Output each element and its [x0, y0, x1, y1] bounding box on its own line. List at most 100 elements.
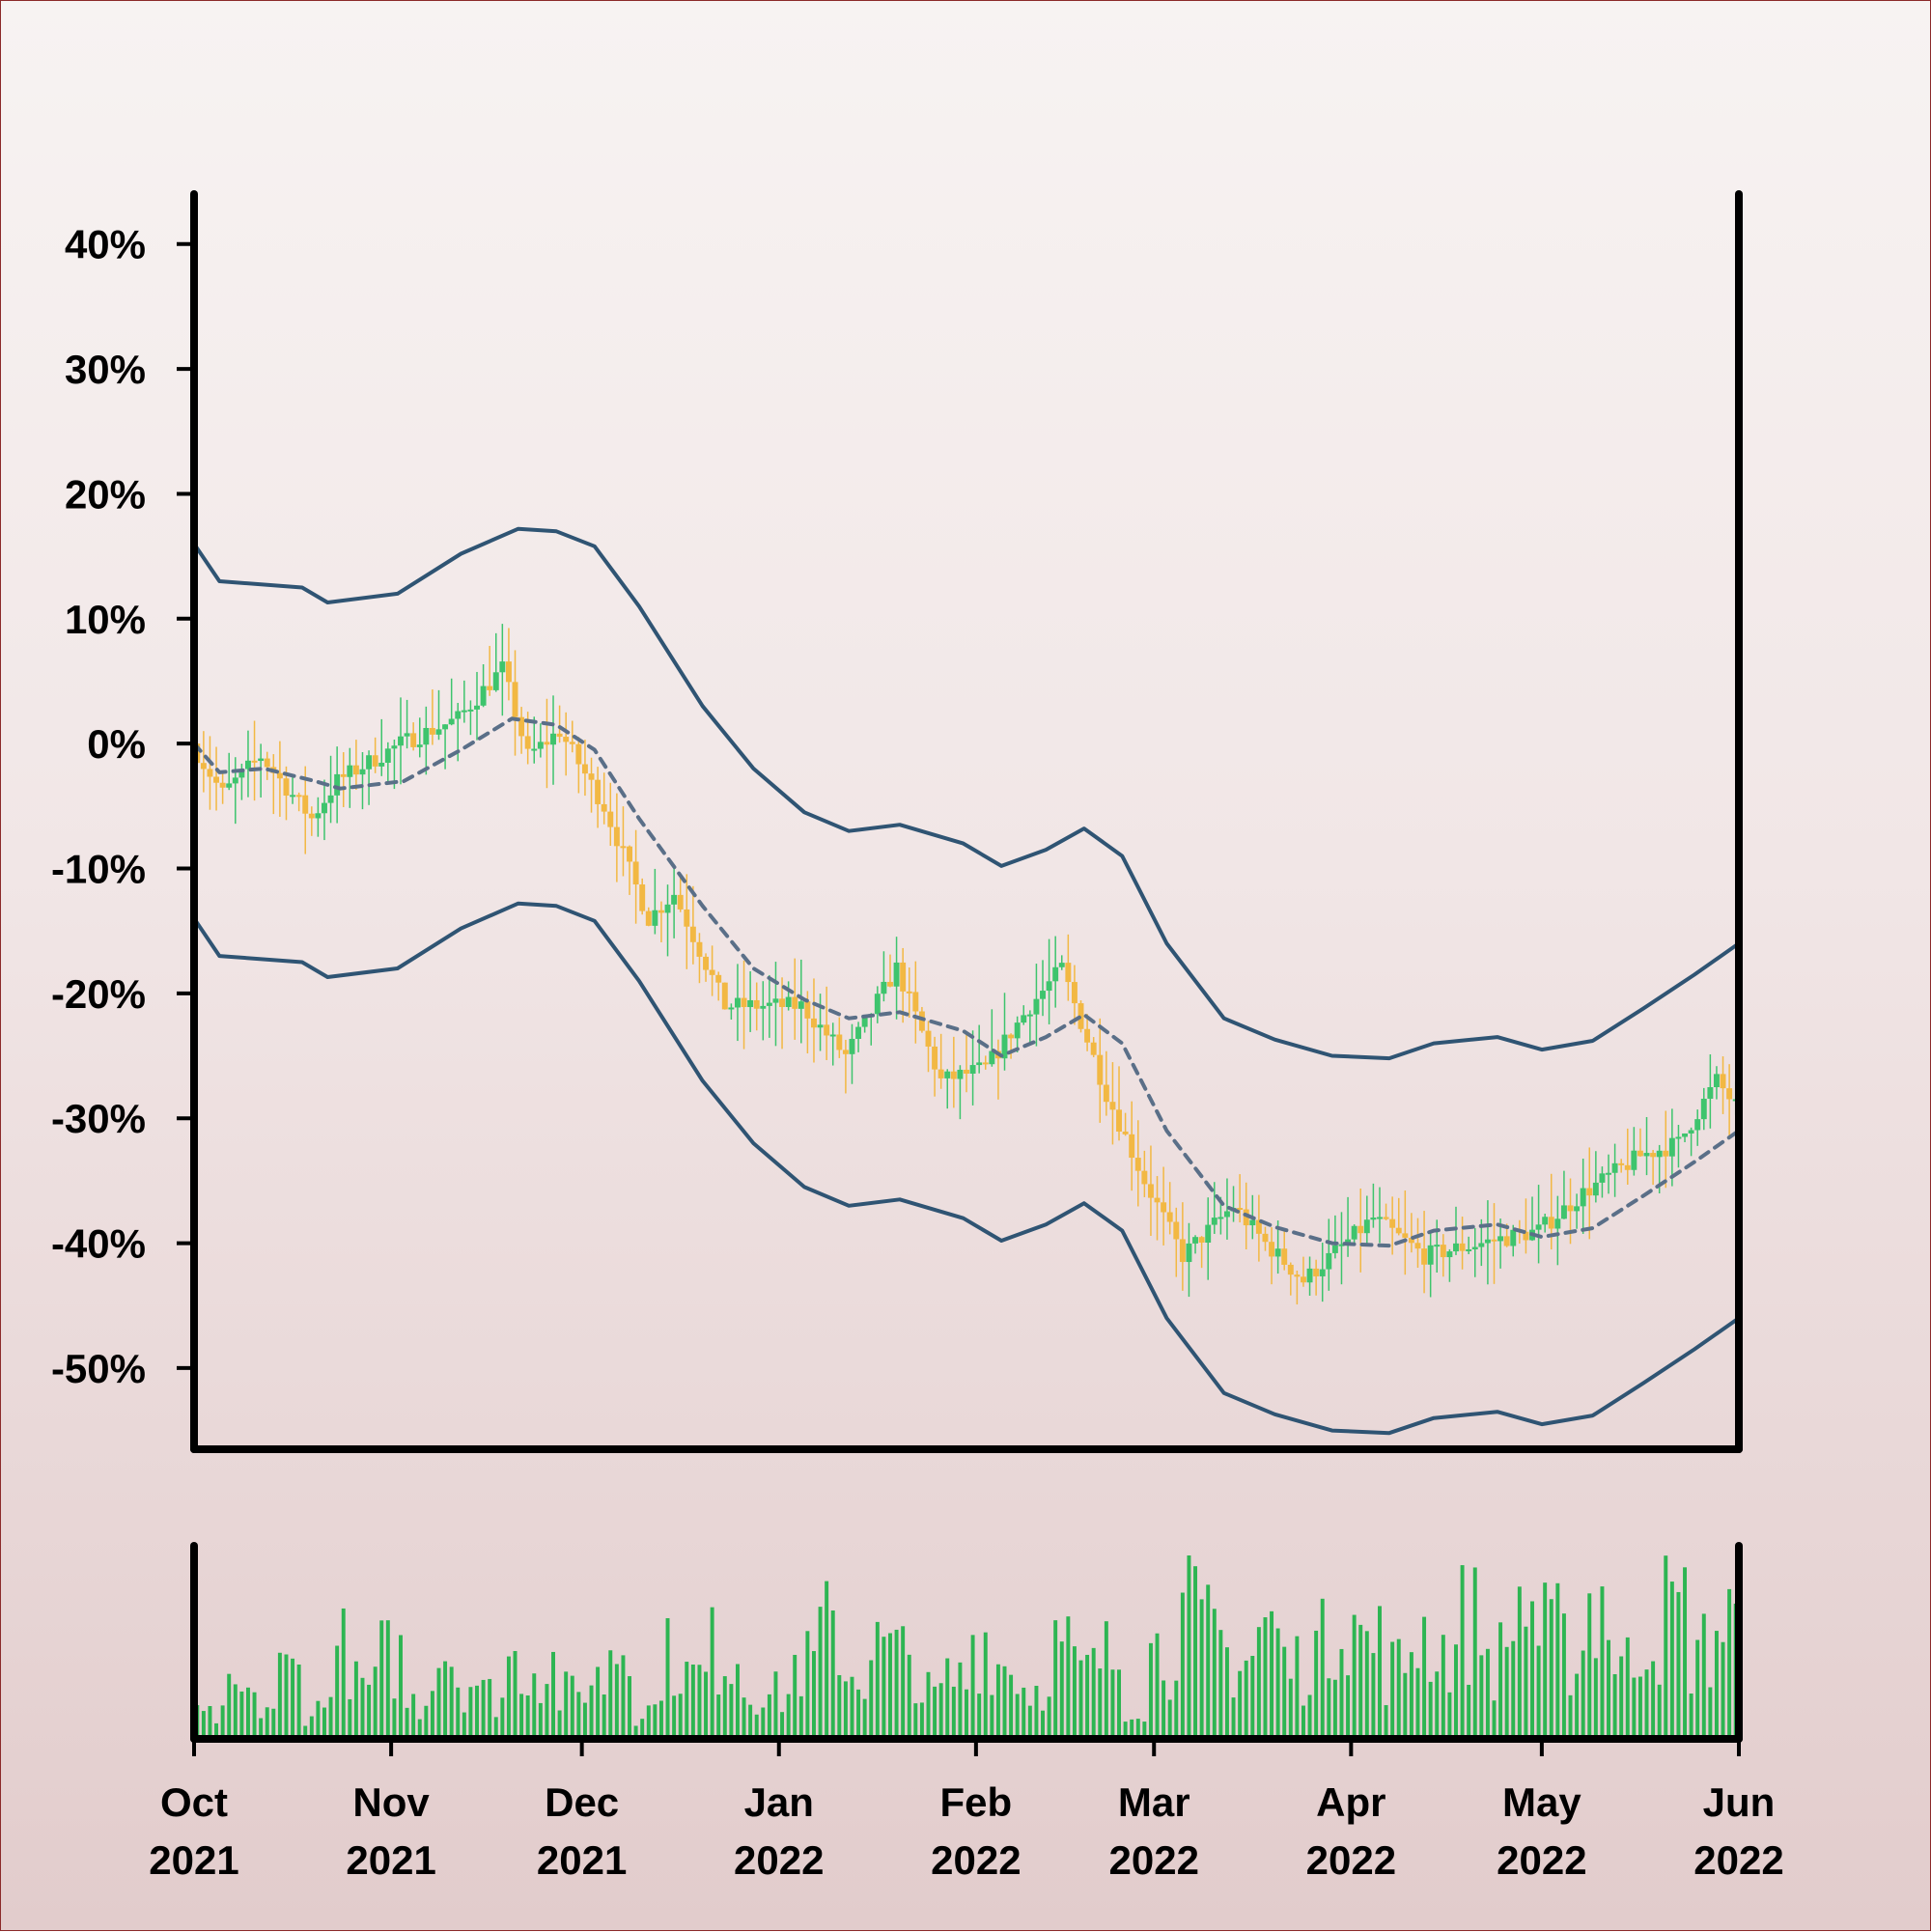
y-tick-label: 30%	[65, 347, 146, 392]
volume-bar	[1428, 1681, 1433, 1739]
volume-bar	[405, 1707, 409, 1739]
volume-bar	[767, 1694, 771, 1739]
volume-bar	[621, 1655, 626, 1739]
candle-body	[741, 997, 747, 1008]
candle-body	[556, 733, 563, 738]
volume-bar	[1180, 1592, 1185, 1739]
candle-body	[391, 745, 398, 749]
volume-bar	[1301, 1705, 1305, 1739]
candle-body	[957, 1069, 964, 1079]
volume-bar	[1727, 1588, 1732, 1739]
x-tick-month-label: Apr	[1316, 1779, 1385, 1825]
volume-bar	[1619, 1656, 1624, 1739]
candle-body	[1255, 1219, 1262, 1234]
candle-body	[601, 803, 607, 812]
volume-bar	[1053, 1620, 1058, 1739]
candle-body	[1173, 1221, 1180, 1240]
volume-bar	[1524, 1626, 1528, 1739]
candle-body	[824, 1024, 830, 1036]
candle-body	[359, 769, 366, 775]
candle-body	[1720, 1074, 1726, 1089]
candle-body	[1161, 1202, 1167, 1213]
volume-bar	[780, 1712, 785, 1739]
candle-body	[1503, 1236, 1510, 1246]
volume-bar	[1479, 1655, 1484, 1739]
x-tick-month-label: May	[1502, 1779, 1581, 1825]
volume-bar	[1664, 1555, 1668, 1739]
candle-body	[1033, 998, 1040, 1015]
volume-bar	[468, 1687, 473, 1739]
candle-body	[518, 716, 525, 737]
candle-body	[1008, 1034, 1015, 1039]
volume-bar	[271, 1708, 276, 1739]
candle-body	[881, 981, 887, 994]
y-tick-label: -10%	[51, 847, 146, 892]
volume-bar	[945, 1658, 950, 1739]
candle-body	[1688, 1130, 1694, 1134]
x-tick-month-label: Oct	[160, 1779, 228, 1825]
candle-body	[378, 762, 385, 767]
candle-body	[632, 861, 639, 885]
volume-bar	[1288, 1678, 1293, 1739]
candle-body	[735, 997, 741, 1008]
volume-bar	[430, 1691, 434, 1739]
volume-bar	[1467, 1684, 1471, 1739]
candle-body	[1058, 963, 1065, 967]
candle-body	[1134, 1158, 1141, 1171]
volume-bar	[742, 1697, 746, 1739]
volume-bar	[392, 1698, 397, 1739]
x-tick-year-label: 2021	[537, 1837, 627, 1883]
volume-bar	[1117, 1669, 1121, 1739]
volume-bar	[672, 1695, 677, 1739]
candle-body	[1077, 1003, 1084, 1029]
candle-body	[842, 1050, 849, 1054]
volume-bar	[1332, 1679, 1337, 1739]
volume-bar	[1454, 1644, 1458, 1739]
candle-body	[347, 765, 353, 777]
volume-bar	[965, 1689, 968, 1739]
candle-body	[1192, 1237, 1198, 1244]
volume-bar	[1072, 1646, 1077, 1739]
candle-body	[964, 1069, 969, 1074]
candle-body	[645, 910, 652, 926]
volume-bar	[1378, 1606, 1382, 1739]
volume-bar	[1314, 1630, 1319, 1739]
candle-body	[607, 811, 614, 827]
candle-body	[747, 999, 754, 1008]
volume-bar	[227, 1673, 232, 1739]
volume-bar	[1721, 1641, 1725, 1739]
x-tick-month-label: Jan	[744, 1779, 814, 1825]
volume-bar	[570, 1675, 574, 1739]
candle-body	[982, 1062, 989, 1065]
y-tick-label: 20%	[65, 471, 146, 517]
candle-body	[1357, 1225, 1364, 1234]
volume-bar	[1593, 1658, 1598, 1739]
volume-bar	[1218, 1630, 1223, 1739]
candle-body	[772, 998, 779, 1003]
volume-bar	[1568, 1694, 1573, 1739]
candle-body	[779, 998, 786, 1007]
candle-body	[696, 941, 703, 957]
candle-body	[874, 994, 881, 1015]
candle-body	[352, 765, 359, 775]
volume-bar	[1549, 1599, 1553, 1739]
candle-body	[302, 795, 309, 814]
volume-bar	[1644, 1669, 1649, 1739]
candle-body	[1370, 1218, 1377, 1220]
candle-body	[1682, 1133, 1688, 1137]
volume-bar	[1561, 1613, 1566, 1739]
volume-bar	[1187, 1555, 1191, 1739]
candle-body	[613, 826, 620, 847]
candle-body	[207, 769, 213, 777]
candle-body	[435, 729, 442, 735]
candle-body	[1179, 1239, 1186, 1263]
candle-body	[1471, 1246, 1478, 1249]
candle-body	[1484, 1239, 1491, 1244]
candle-body	[512, 682, 518, 717]
axes: 40% 30% 20% 10% 0% -10% -20% -30% -40% -50% Oct 202…	[51, 190, 1784, 1883]
volume-bar	[322, 1707, 326, 1739]
candle-body	[283, 778, 290, 796]
volume-bar	[722, 1676, 727, 1739]
candle-body	[1567, 1205, 1574, 1212]
candle-body	[1249, 1219, 1256, 1226]
